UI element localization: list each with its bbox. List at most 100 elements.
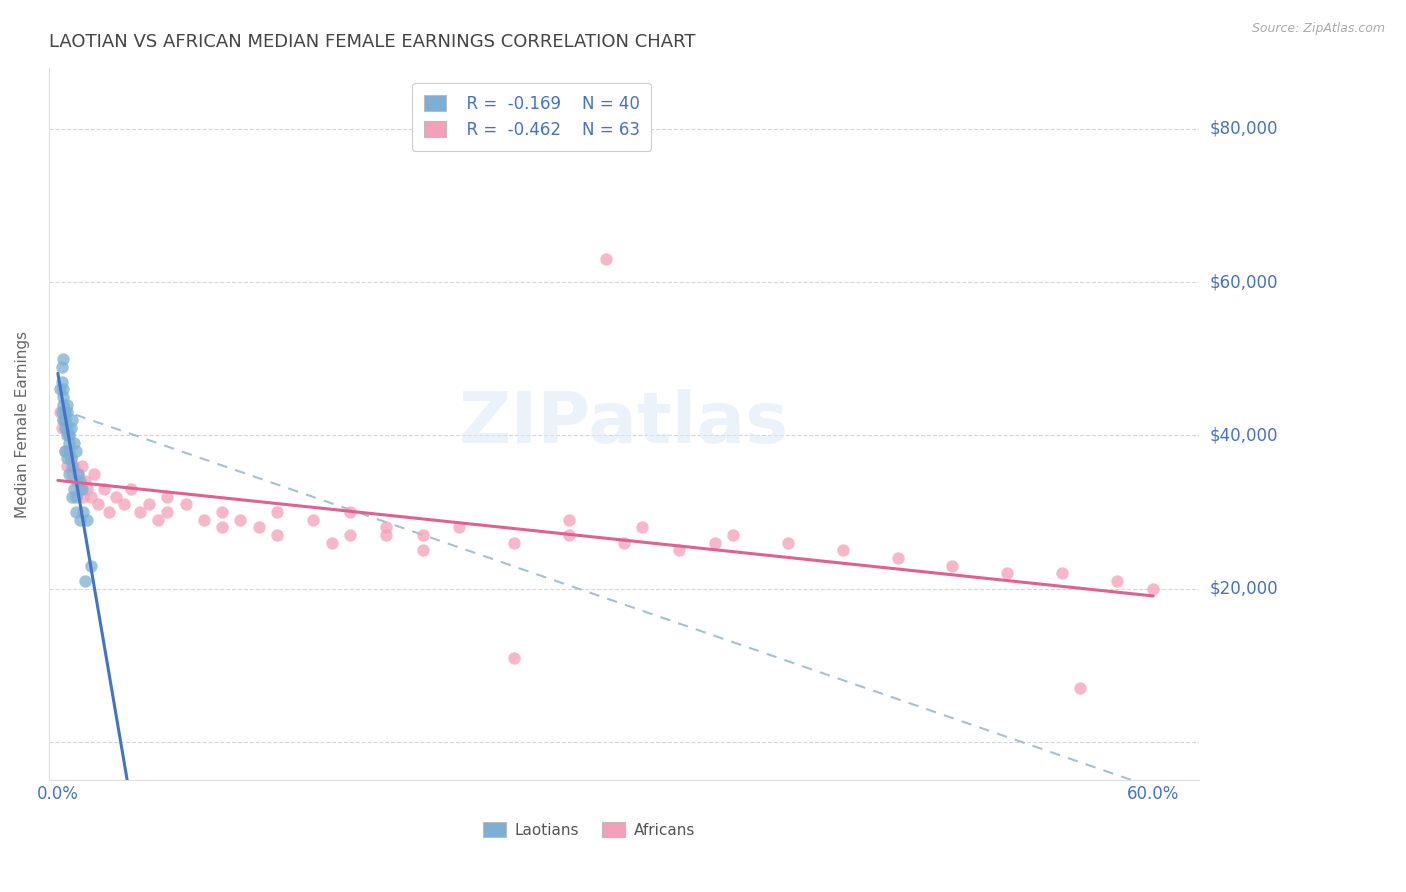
- Point: [56, 451, 79, 466]
- Point: [156, 490, 179, 504]
- Point: [62, 490, 84, 504]
- Point: [631, 520, 654, 534]
- Point: [53, 443, 76, 458]
- Point: [66, 467, 89, 481]
- Point: [53, 421, 76, 435]
- Point: [62, 467, 84, 481]
- Point: [70, 459, 93, 474]
- Point: [449, 520, 471, 534]
- Point: [375, 520, 398, 534]
- Text: LAOTIAN VS AFRICAN MEDIAN FEMALE EARNINGS CORRELATION CHART: LAOTIAN VS AFRICAN MEDIAN FEMALE EARNING…: [49, 33, 695, 51]
- Point: [412, 528, 434, 542]
- Point: [65, 443, 87, 458]
- Point: [53, 443, 76, 458]
- Point: [72, 490, 94, 504]
- Point: [558, 513, 581, 527]
- Point: [302, 513, 325, 527]
- Point: [886, 551, 908, 566]
- Point: [62, 459, 84, 474]
- Point: [51, 421, 73, 435]
- Point: [941, 558, 963, 573]
- Point: [211, 520, 233, 534]
- Point: [56, 428, 79, 442]
- Point: [51, 375, 73, 389]
- Point: [375, 528, 398, 542]
- Point: [58, 467, 80, 481]
- Point: [53, 405, 76, 419]
- Point: [321, 535, 343, 549]
- Point: [62, 413, 84, 427]
- Point: [80, 558, 103, 573]
- Point: [229, 513, 252, 527]
- Point: [63, 482, 86, 496]
- Point: [58, 428, 80, 442]
- Point: [56, 459, 79, 474]
- Point: [148, 513, 170, 527]
- Point: [70, 482, 93, 496]
- Point: [58, 428, 80, 442]
- Point: [76, 513, 98, 527]
- Point: [704, 535, 727, 549]
- Point: [69, 475, 91, 489]
- Y-axis label: Median Female Earnings: Median Female Earnings: [15, 330, 30, 517]
- Point: [52, 383, 75, 397]
- Point: [595, 252, 617, 267]
- Point: [65, 505, 87, 519]
- Point: [613, 535, 636, 549]
- Point: [1105, 574, 1128, 588]
- Point: [503, 535, 526, 549]
- Point: [51, 405, 73, 419]
- Point: [56, 421, 79, 435]
- Point: [69, 482, 91, 496]
- Text: Source: ZipAtlas.com: Source: ZipAtlas.com: [1251, 22, 1385, 36]
- Point: [412, 543, 434, 558]
- Text: $80,000: $80,000: [1211, 120, 1278, 138]
- Point: [193, 513, 215, 527]
- Point: [65, 490, 87, 504]
- Point: [72, 505, 94, 519]
- Point: [76, 482, 98, 496]
- Point: [52, 413, 75, 427]
- Point: [93, 482, 115, 496]
- Text: $20,000: $20,000: [1211, 580, 1278, 598]
- Point: [83, 467, 105, 481]
- Point: [112, 498, 135, 512]
- Point: [87, 498, 110, 512]
- Point: [98, 505, 121, 519]
- Point: [247, 520, 270, 534]
- Point: [174, 498, 197, 512]
- Point: [211, 505, 233, 519]
- Point: [723, 528, 745, 542]
- Point: [266, 505, 288, 519]
- Point: [339, 528, 361, 542]
- Point: [56, 398, 79, 412]
- Point: [59, 451, 82, 466]
- Point: [66, 467, 89, 481]
- Point: [59, 421, 82, 435]
- Text: ZIPatlas: ZIPatlas: [458, 390, 789, 458]
- Point: [668, 543, 690, 558]
- Point: [59, 451, 82, 466]
- Point: [58, 443, 80, 458]
- Point: [831, 543, 853, 558]
- Point: [156, 505, 179, 519]
- Point: [1069, 681, 1091, 696]
- Point: [75, 574, 97, 588]
- Point: [75, 475, 97, 489]
- Point: [63, 459, 86, 474]
- Point: [138, 498, 160, 512]
- Point: [1142, 582, 1164, 596]
- Point: [52, 390, 75, 404]
- Point: [1050, 566, 1073, 581]
- Point: [53, 413, 76, 427]
- Point: [120, 482, 142, 496]
- Point: [48, 405, 70, 419]
- Legend: Laotians, Africans: Laotians, Africans: [477, 816, 702, 844]
- Point: [266, 528, 288, 542]
- Text: $40,000: $40,000: [1211, 426, 1278, 444]
- Point: [105, 490, 128, 504]
- Point: [56, 405, 79, 419]
- Point: [52, 351, 75, 366]
- Point: [129, 505, 152, 519]
- Point: [58, 436, 80, 450]
